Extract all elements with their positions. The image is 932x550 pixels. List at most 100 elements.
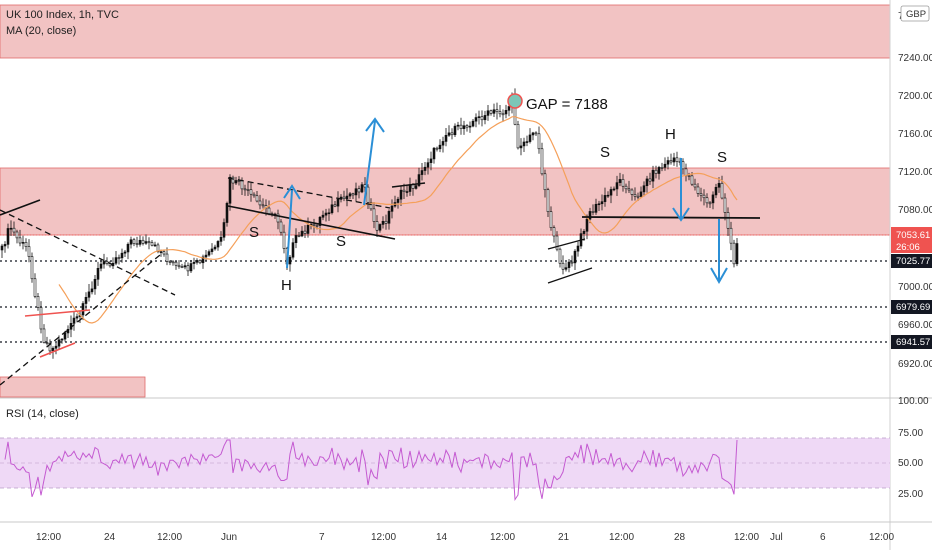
time-axis-labels: 12:00 24 12:00 Jun 7 12:00 14 12:00 21 1… <box>36 532 894 543</box>
candle-body <box>156 244 160 252</box>
x-tick-label: 6 <box>820 532 826 543</box>
candle-body <box>549 211 553 228</box>
candle-body <box>627 188 631 191</box>
candle-body <box>501 113 505 116</box>
candle-body <box>456 124 460 127</box>
candle-body <box>354 188 358 196</box>
candle-body <box>543 173 547 191</box>
chart-title: UK 100 Index, 1h, TVC <box>6 9 119 21</box>
candle-body <box>189 263 193 272</box>
candle-body <box>36 296 40 308</box>
candle-body <box>294 235 298 243</box>
candle-body <box>198 260 202 264</box>
candle-body <box>54 345 58 349</box>
candle-body <box>720 183 724 199</box>
candle-body <box>357 188 361 193</box>
candle-body <box>657 167 661 174</box>
x-tick-label: 7 <box>319 532 325 543</box>
candle-body <box>504 110 508 115</box>
candle-body <box>351 193 355 196</box>
level-tag-6979 <box>891 300 932 314</box>
candle-body <box>489 110 493 114</box>
arrow-down-1 <box>672 158 690 222</box>
red-trendline-top <box>24 309 91 317</box>
candle-body <box>243 188 247 191</box>
candle-body <box>417 174 421 186</box>
candle-body <box>624 185 628 190</box>
currency-badge[interactable] <box>900 5 930 22</box>
candle-body <box>0 245 4 251</box>
candle-body <box>342 196 346 199</box>
currency-label: GBP <box>906 9 926 20</box>
candle-body <box>255 195 259 202</box>
candle-body <box>39 307 43 330</box>
candle-body <box>141 239 145 244</box>
candle-body <box>654 169 658 174</box>
candle-body <box>177 264 181 267</box>
candle-body <box>540 148 544 175</box>
candle-body <box>159 251 163 253</box>
candle-body <box>234 180 238 184</box>
level-tag-7025 <box>891 254 932 268</box>
candle-body <box>135 243 139 245</box>
candle-body <box>687 175 691 177</box>
candle-body <box>348 193 352 197</box>
dashed-trend-down <box>0 209 176 296</box>
candle-body <box>381 220 385 225</box>
candle-body <box>459 124 463 129</box>
candle-body <box>171 261 175 264</box>
candle-body <box>258 200 262 206</box>
candle-body <box>402 189 406 192</box>
candle-body <box>684 168 688 176</box>
candle-body <box>279 221 283 233</box>
candle-body <box>681 161 685 170</box>
level-tag-6979-value: 6979.69 <box>896 302 930 313</box>
candle-body <box>705 197 709 204</box>
x-tick-label: 12:00 <box>36 532 61 543</box>
candle-body <box>480 116 484 121</box>
candle-body <box>450 132 454 136</box>
candle-body <box>330 204 334 214</box>
candle-body <box>276 213 280 223</box>
trendline-1 <box>0 199 41 216</box>
candle-body <box>201 256 205 264</box>
candle-body <box>75 316 79 319</box>
candle-body <box>174 261 178 266</box>
dashed-trend-up <box>0 254 161 386</box>
candle-body <box>399 189 403 200</box>
rsi-title: RSI (14, close) <box>6 408 79 420</box>
candle-body <box>600 201 604 205</box>
candle-body <box>324 212 328 216</box>
last-price-value: 7053.61 <box>896 230 930 241</box>
level-tag-6941 <box>891 335 932 349</box>
candle-body <box>372 208 376 222</box>
resistance-zone-upper <box>0 4 891 59</box>
candle-body <box>204 254 208 258</box>
candle-body <box>165 253 169 262</box>
candle-body <box>669 160 673 163</box>
candle-body <box>492 109 496 114</box>
candle-body <box>93 278 97 290</box>
candle-body <box>567 261 571 268</box>
candle-body <box>81 303 85 316</box>
y-tick-label: 7160.00 <box>898 129 932 140</box>
candle-body <box>483 115 487 121</box>
candle-body <box>609 189 613 196</box>
pattern-label-s-left-2: S <box>336 233 346 250</box>
short-resistance <box>391 182 426 188</box>
y-tick-label: 7080.00 <box>898 205 932 216</box>
candle-body <box>651 169 655 182</box>
candle-body <box>636 195 640 198</box>
candle-body <box>582 230 586 234</box>
candle-body <box>405 191 409 193</box>
candle-body <box>423 166 427 171</box>
candle-body <box>714 186 718 196</box>
candle-body <box>486 110 490 116</box>
candle-body <box>192 262 196 264</box>
candle-body <box>51 347 55 352</box>
y-tick-label: 6920.00 <box>898 359 932 370</box>
candle-body <box>384 220 388 224</box>
y-tick-label: 6960.00 <box>898 320 932 331</box>
rsi-tick-label: 100.00 <box>898 396 929 407</box>
